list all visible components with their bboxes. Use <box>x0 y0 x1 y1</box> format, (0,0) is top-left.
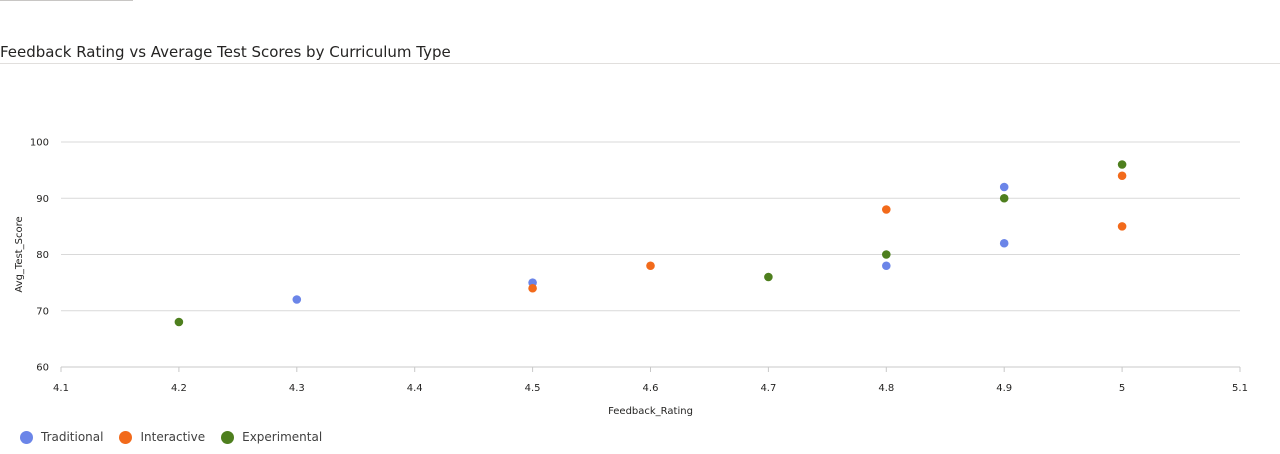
x-tick-label: 4.2 <box>171 383 187 394</box>
x-tick-label: 4.5 <box>525 383 541 394</box>
y-tick-label: 90 <box>36 194 49 205</box>
data-point-traditional[interactable] <box>882 261 891 271</box>
y-tick-label: 80 <box>36 250 49 261</box>
x-tick-label: 4.9 <box>996 383 1012 394</box>
x-tick-label: 4.7 <box>760 383 776 394</box>
data-point-experimental[interactable] <box>999 193 1009 203</box>
x-axis-label: Feedback_Rating <box>608 406 693 417</box>
x-axis-ticks: 4.1 4.2 4.3 4.4 4.5 4.6 4.7 4.8 4.9 5 5.1 <box>53 367 1248 394</box>
legend-item-experimental[interactable]: Experimental <box>221 430 322 444</box>
legend-marker <box>119 430 133 444</box>
y-tick-label: 60 <box>36 363 49 374</box>
y-tick-label: 70 <box>36 306 49 317</box>
data-point-experimental[interactable] <box>1117 160 1127 169</box>
grid-lines <box>61 141 1240 312</box>
data-point-experimental[interactable] <box>174 317 184 327</box>
data-point-traditional[interactable] <box>999 238 1009 248</box>
data-point-interactive[interactable] <box>528 283 537 293</box>
x-tick-label: 4.4 <box>407 383 423 394</box>
x-tick-label: 4.6 <box>643 383 659 394</box>
data-point-experimental[interactable] <box>764 272 773 282</box>
legend-label: Experimental <box>242 430 323 444</box>
data-point-traditional[interactable] <box>999 182 1009 192</box>
legend-item-interactive[interactable]: Interactive <box>119 430 205 444</box>
data-point-experimental[interactable] <box>882 250 891 259</box>
chart-legend: Traditional Interactive Experimental <box>20 430 338 444</box>
data-point-interactive[interactable] <box>1117 171 1127 181</box>
chart-title: Feedback Rating vs Average Test Scores b… <box>0 43 451 61</box>
x-tick-label: 5 <box>1119 383 1125 394</box>
title-divider <box>0 63 1280 64</box>
y-axis-label: Avg_Test_Score <box>14 216 25 292</box>
data-point-interactive[interactable] <box>1117 222 1127 231</box>
data-point-interactive[interactable] <box>646 261 655 271</box>
y-tick-label: 100 <box>30 138 49 149</box>
x-tick-label: 5.1 <box>1232 383 1248 394</box>
data-point-interactive[interactable] <box>882 205 891 214</box>
data-point-traditional[interactable] <box>292 295 302 304</box>
y-axis-ticks: 60 70 80 90 100 <box>30 138 49 374</box>
x-tick-label: 4.8 <box>878 383 894 394</box>
legend-marker <box>221 430 235 444</box>
legend-item-traditional[interactable]: Traditional <box>20 430 103 444</box>
legend-label: Traditional <box>41 430 104 444</box>
x-tick-label: 4.3 <box>289 383 305 394</box>
x-tick-label: 4.1 <box>53 383 69 394</box>
legend-marker <box>20 430 33 444</box>
data-points <box>174 160 1127 327</box>
top-tab-underline <box>0 0 133 1</box>
legend-label: Interactive <box>140 430 206 444</box>
